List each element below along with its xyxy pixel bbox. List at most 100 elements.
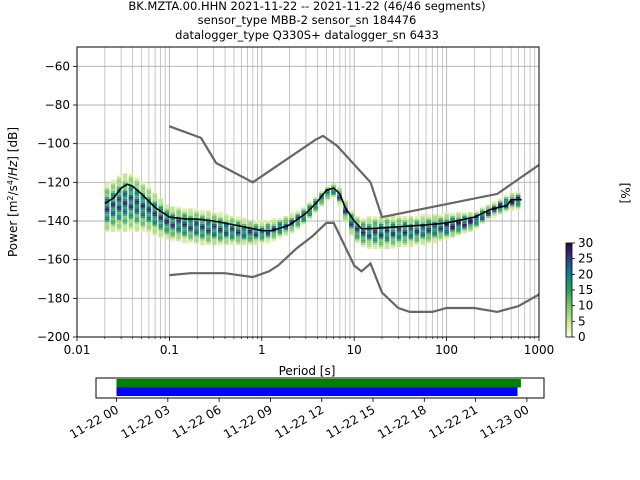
histogram-cell <box>366 233 372 236</box>
histogram-cell <box>390 239 396 242</box>
histogram-cell <box>390 233 396 236</box>
histogram-cell <box>348 225 354 228</box>
histogram-cell <box>176 231 181 234</box>
availability-bar-green <box>116 379 521 388</box>
histogram-cell <box>104 225 110 228</box>
histogram-cell <box>414 218 420 221</box>
histogram-cell <box>104 191 110 193</box>
histogram-cell <box>515 196 521 199</box>
histogram-cell <box>515 192 521 195</box>
histogram-cell <box>289 227 295 230</box>
histogram-cell <box>152 221 158 224</box>
histogram-cell <box>426 214 432 217</box>
histogram-cell <box>217 239 223 242</box>
histogram-cell <box>491 216 497 219</box>
histogram-cell <box>104 196 110 199</box>
histogram-cell <box>140 187 146 190</box>
colorbar-segment <box>566 243 572 246</box>
histogram-cell <box>497 210 503 213</box>
histogram-cell <box>384 237 390 240</box>
histogram-cell <box>223 225 229 228</box>
timeline-tick-label: 11-22 15 <box>324 402 378 441</box>
histogram-cell <box>200 221 205 224</box>
timeline-tick-label: 11-22 00 <box>67 402 121 441</box>
histogram-cell <box>128 223 134 226</box>
histogram-cell <box>241 231 247 234</box>
histogram-cell <box>176 210 181 213</box>
histogram-cell <box>110 183 116 186</box>
histogram-cell <box>325 187 330 190</box>
histogram-cell <box>170 233 175 236</box>
histogram-cell <box>503 194 509 197</box>
histogram-cell <box>301 212 306 215</box>
histogram-cell <box>462 231 467 234</box>
histogram-cell <box>343 200 348 203</box>
histogram-cell <box>420 225 426 228</box>
histogram-cell <box>265 235 271 238</box>
histogram-cell <box>277 233 283 236</box>
colorbar-segment <box>566 245 572 248</box>
histogram-cell <box>116 229 122 232</box>
histogram-cell <box>366 216 372 219</box>
colorbar-tick-label: 10 <box>578 299 593 313</box>
histogram-cell <box>110 198 116 201</box>
histogram-cell <box>128 214 134 217</box>
histogram-cell <box>128 227 134 230</box>
histogram-cell <box>247 229 253 232</box>
histogram-cell <box>110 210 116 213</box>
histogram-cell <box>366 247 372 250</box>
histogram-cell <box>200 231 205 234</box>
histogram-cell <box>116 177 122 180</box>
histogram-cell <box>360 241 366 244</box>
histogram-cell <box>170 206 175 209</box>
histogram-cell <box>128 216 134 219</box>
histogram-cell <box>158 233 164 236</box>
histogram-cell <box>348 227 354 230</box>
histogram-cell <box>146 198 152 201</box>
histogram-cell <box>122 223 128 226</box>
histogram-cell <box>140 196 146 199</box>
histogram-cell <box>497 212 503 215</box>
histogram-cell <box>283 221 289 224</box>
histogram-cell <box>200 214 205 217</box>
histogram-cell <box>164 233 170 236</box>
histogram-cell <box>432 229 438 232</box>
histogram-cell <box>116 212 122 215</box>
histogram-cell <box>343 216 348 219</box>
histogram-cell <box>295 220 301 222</box>
histogram-cell <box>360 237 366 240</box>
histogram-cell <box>122 202 128 205</box>
histogram-cell <box>509 206 515 209</box>
histogram-cell <box>438 229 443 232</box>
colorbar-segment <box>566 293 572 296</box>
histogram-cell <box>110 212 116 215</box>
histogram-cell <box>414 243 420 246</box>
histogram-cell <box>146 187 152 190</box>
histogram-cell <box>337 196 342 199</box>
histogram-cell <box>503 202 509 205</box>
histogram-cell <box>128 225 134 228</box>
histogram-cell <box>235 239 241 242</box>
histogram-cell <box>134 177 140 180</box>
histogram-cell <box>176 212 181 215</box>
histogram-cell <box>432 231 438 234</box>
histogram-cell <box>384 245 390 248</box>
histogram-cell <box>122 194 128 197</box>
histogram-cell <box>259 221 265 224</box>
histogram-cell <box>408 239 414 242</box>
histogram-cell <box>491 206 497 209</box>
histogram-cell <box>408 220 414 222</box>
histogram-cell <box>152 214 158 217</box>
colorbar-segment <box>566 289 572 292</box>
histogram-cell <box>295 223 301 226</box>
colorbar-tick-label: 15 <box>578 283 593 297</box>
histogram-cell <box>390 243 396 246</box>
timeline-tick-label: 11-22 12 <box>272 402 326 441</box>
histogram-cell <box>110 206 116 209</box>
histogram-cell <box>432 218 438 221</box>
histogram-cell <box>515 191 521 193</box>
histogram-cell <box>176 223 181 226</box>
histogram-cell <box>247 225 253 228</box>
histogram-cell <box>122 200 128 203</box>
histogram-cell <box>164 210 170 213</box>
